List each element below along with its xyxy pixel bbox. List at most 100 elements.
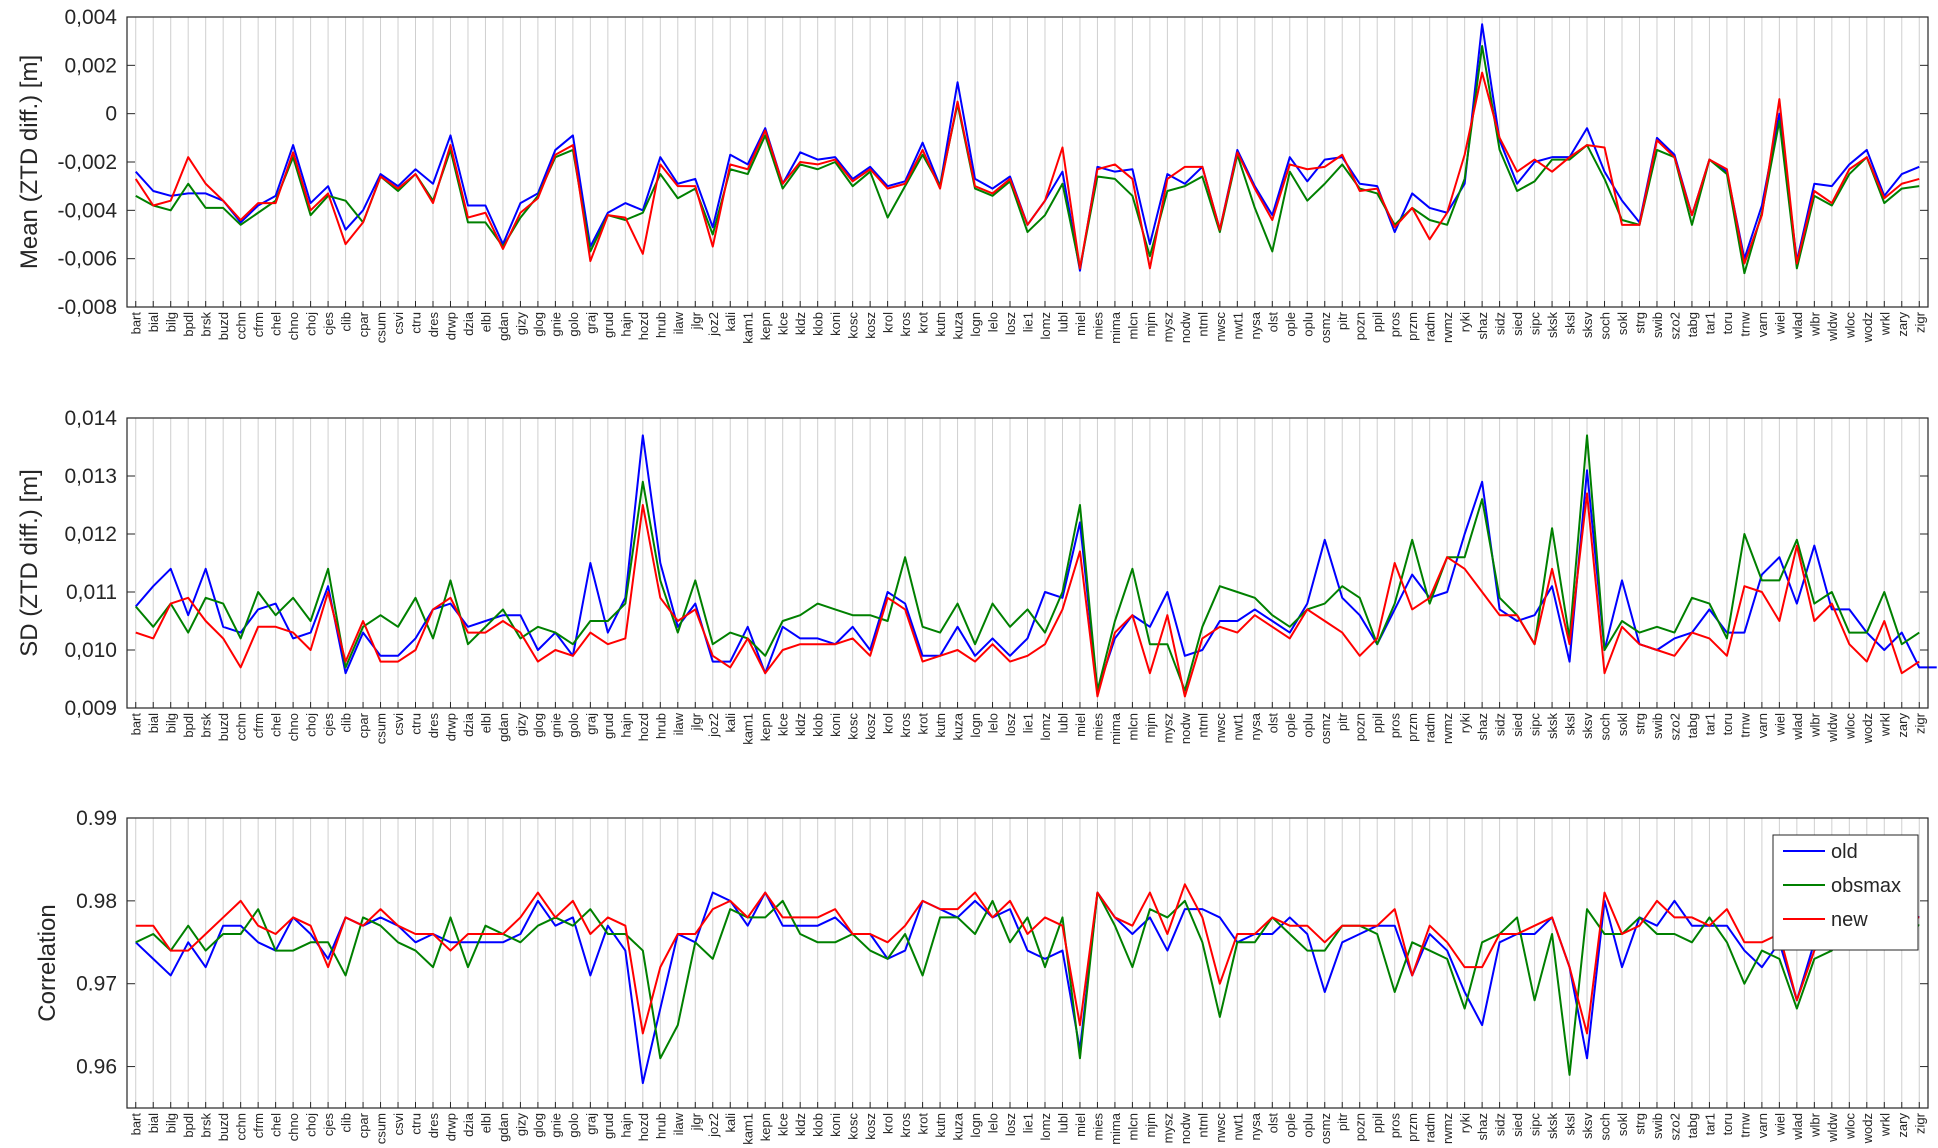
mean-xtick-label: lie1 (1021, 312, 1036, 332)
correlation-panel: 0.99 0.98 0.97 0.96 bart bial bilg bpdl brsk buzd… (34, 807, 1929, 1145)
correlation-xtick-label: csvi (391, 1113, 406, 1136)
correlation-xtick-label: kosc (846, 1113, 861, 1140)
mean-xtick-label: sksv (1580, 312, 1595, 339)
mean-xtick-label: klce (776, 312, 791, 335)
correlation-xtick-label: wrkl (1877, 1113, 1892, 1137)
sd-xtick-label: lomz (1038, 713, 1053, 740)
sd-xtick-label: dres (426, 713, 441, 739)
sd-xtick-label: pitr (1335, 712, 1350, 731)
sd-xtick-label: tabg (1685, 713, 1700, 738)
sd-xtick-label: grud (601, 713, 616, 739)
sd-xtick-label: shaz (1475, 713, 1490, 740)
mean-xtick-label: mysz (1160, 312, 1175, 342)
mean-xtick-label: joz2 (706, 312, 721, 337)
correlation-xtick-label: hajn (618, 1113, 633, 1138)
mean-xtick-label: wlad (1790, 312, 1805, 340)
mean-xtick-label: sidz (1493, 312, 1508, 335)
mean-xtick-label: sksl (1563, 312, 1578, 335)
mean-xtick-label: wrkl (1877, 312, 1892, 336)
sd-xtick-label: cpar (356, 712, 371, 738)
correlation-xtick-label: buzd (216, 1113, 231, 1141)
sd-xtick-label: losz (1003, 713, 1018, 736)
mean-xtick-label: bilg (164, 312, 179, 332)
correlation-xtick-label: elbl (478, 1113, 493, 1133)
sd-xtick-label: kosz (863, 713, 878, 740)
sd-xtick-label: krot (916, 713, 931, 735)
sd-xtick-label: cchn (234, 713, 249, 740)
mean-xtick-label: rwmz (1440, 312, 1455, 343)
sd-xtick-label: lubl (1055, 713, 1070, 733)
correlation-xtick-label: logn (968, 1113, 983, 1138)
sd-xtick-label: sksk (1545, 713, 1560, 740)
mean-xtick-label: gnie (548, 312, 563, 337)
correlation-xtick-label: kepn (758, 1113, 773, 1141)
mean-ytick-label: -0,008 (57, 296, 117, 319)
sd-xtick-label: kosc (846, 713, 861, 740)
mean-xtick-label: varn (1755, 312, 1770, 337)
mean-xtick-label: glog (531, 312, 546, 337)
legend-label-new: new (1831, 909, 1868, 931)
correlation-xtick-label: jlgr (688, 1112, 703, 1131)
sd-xtick-label: logn (968, 713, 983, 738)
mean-xtick-label: ople (1283, 312, 1298, 337)
mean-xtick-label: hozd (636, 312, 651, 340)
mean-xtick-label: koni (828, 312, 843, 336)
correlation-xtick-label: grud (601, 1113, 616, 1139)
correlation-xtick-label: sksk (1545, 1113, 1560, 1140)
sd-xtick-label: joz2 (706, 713, 721, 738)
correlation-xtick-label: mies (1090, 1113, 1105, 1141)
sd-xtick-label: sksv (1580, 713, 1595, 740)
mean-xtick-label: lubl (1055, 312, 1070, 332)
mean-xtick-label: klob (811, 312, 826, 336)
mean-xtick-label: zigr (1912, 311, 1927, 333)
mean-xtick-label: golo (566, 312, 581, 337)
sd-xtick-label: wlad (1790, 713, 1805, 741)
correlation-xtick-label: bilg (164, 1113, 179, 1133)
mean-xtick-label: lelo (986, 312, 1001, 332)
sd-xtick-label: rwmz (1440, 713, 1455, 744)
correlation-xtick-label: glog (531, 1113, 546, 1138)
mean-xtick-label: bpdl (181, 312, 196, 337)
sd-ytick-label: 0,014 (64, 407, 117, 430)
sd-xtick-label: chno (286, 713, 301, 741)
sd-xtick-label: sipc (1528, 713, 1543, 737)
correlation-xtick-label: clib (339, 1113, 354, 1133)
correlation-xtick-label: bart (129, 1113, 144, 1136)
mean-xtick-label: kuza (951, 311, 966, 339)
sd-xtick-label: ople (1283, 713, 1298, 738)
mean-xtick-label: soch (1598, 312, 1613, 339)
mean-xtick-label: bart (129, 312, 144, 335)
mean-xtick-label: bial (146, 312, 161, 332)
correlation-xtick-label: sied (1510, 1113, 1525, 1137)
sd-xtick-label: mjm (1143, 713, 1158, 738)
mean-xtick-label: csum (374, 312, 389, 343)
sd-xtick-label: pros (1388, 713, 1403, 739)
correlation-xtick-label: cchn (234, 1113, 249, 1140)
correlation-xtick-label: wldw (1825, 1112, 1840, 1143)
correlation-series-new (135, 883, 1920, 1035)
correlation-xtick-label: dzia (461, 1112, 476, 1137)
mean-xtick-label: pitr (1335, 311, 1350, 330)
sd-xtick-label: gdan (496, 713, 511, 742)
correlation-xtick-label: pitr (1335, 1112, 1350, 1131)
correlation-xtick-label: pozn (1353, 1113, 1368, 1141)
correlation-xtick-label: nysa (1248, 1112, 1263, 1140)
mean-xtick-label: cfrm (251, 312, 266, 337)
correlation-xtick-label: klce (776, 1113, 791, 1136)
mean-xtick-label: drwp (443, 312, 458, 340)
correlation-xtick-label: kam1 (741, 1113, 756, 1145)
sd-xtick-label: csvi (391, 713, 406, 736)
sd-xtick-label: klob (811, 713, 826, 737)
mean-xtick-label: strg (1632, 312, 1647, 334)
sd-xtick-label: choj (304, 713, 319, 737)
correlation-xtick-label: gizy (513, 1113, 528, 1137)
mean-xtick-label: clib (339, 312, 354, 332)
correlation-xtick-label: kosz (863, 1113, 878, 1140)
mean-xtick-label: cpar (356, 311, 371, 337)
mean-xtick-label: buzd (216, 312, 231, 340)
mean-xtick-label: kali (723, 312, 738, 332)
sd-xtick-label: kldz (793, 713, 808, 736)
sd-xtick-label: wiel (1772, 713, 1787, 737)
